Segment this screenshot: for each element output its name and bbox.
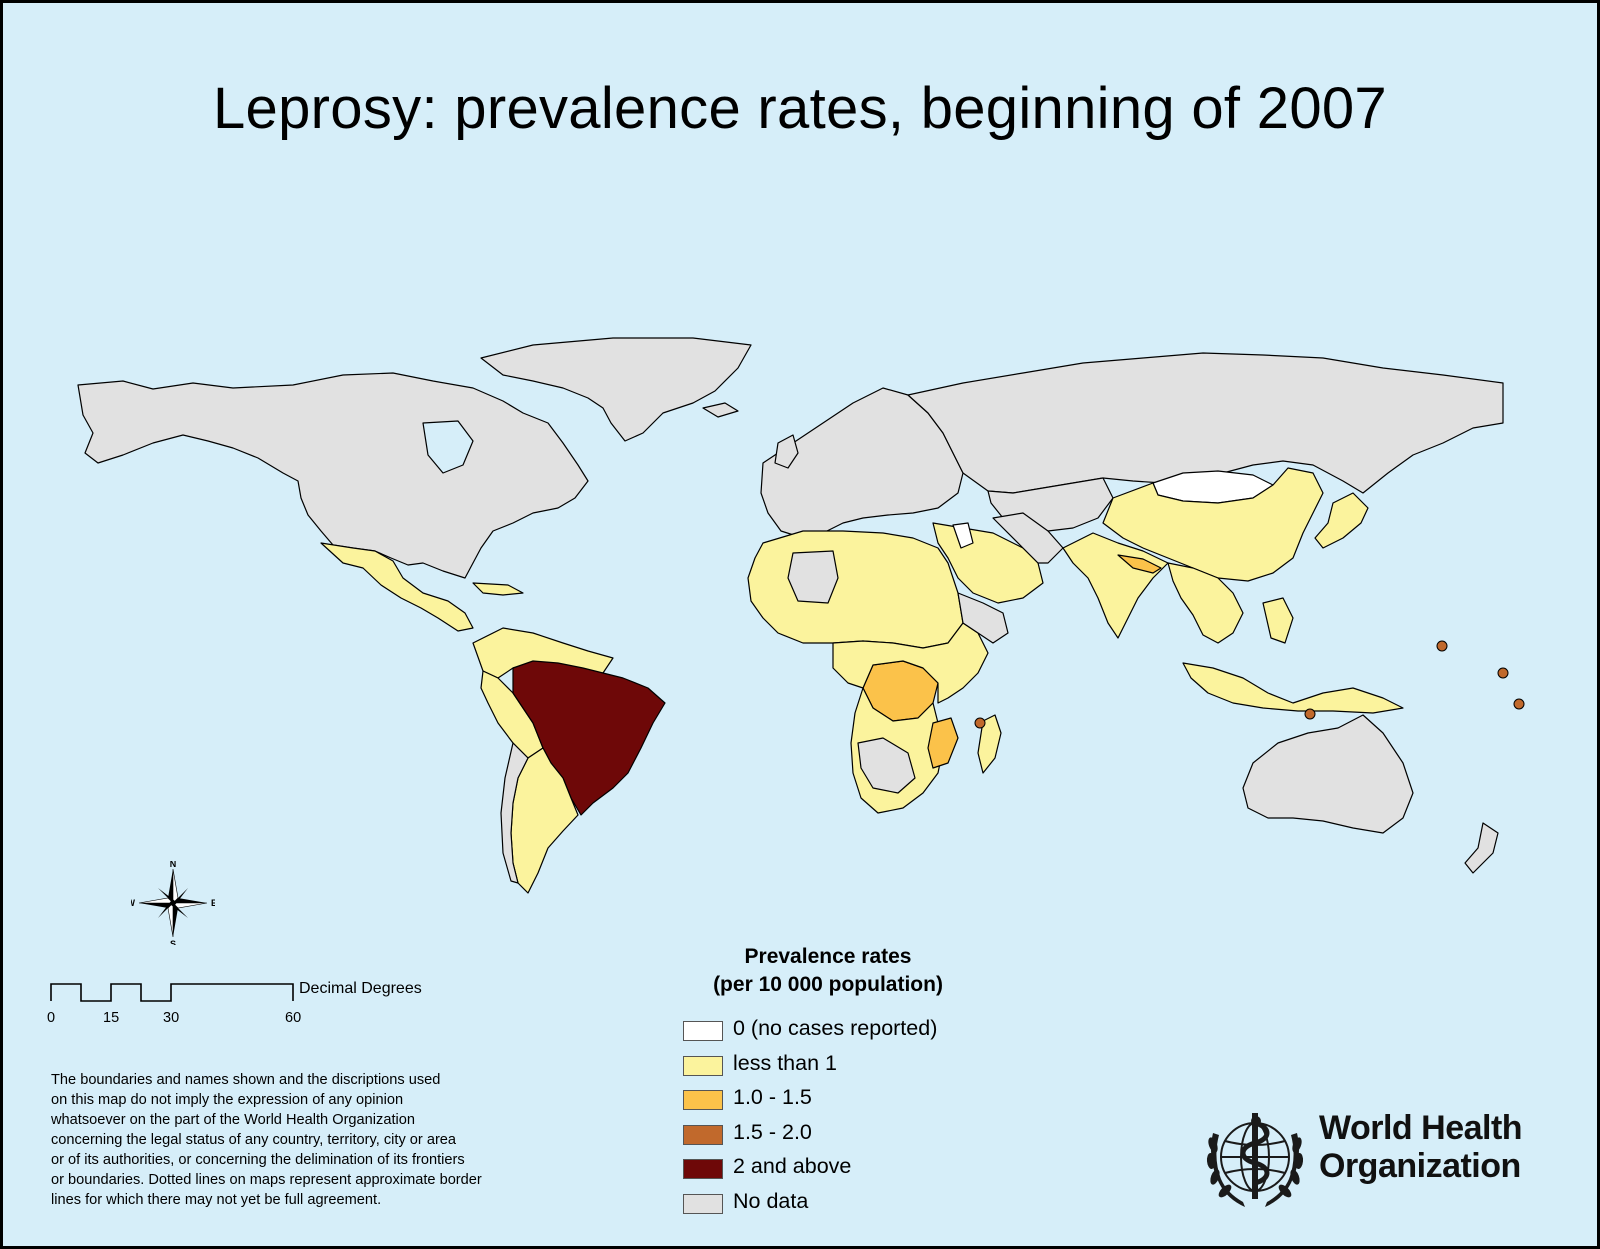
- who-name: World Health Organization: [1319, 1109, 1523, 1185]
- world-map: [50, 337, 1525, 1002]
- region-chile: [500, 742, 529, 884]
- region-se-asia: [1167, 562, 1244, 644]
- legend-label: 0 (no cases reported): [733, 1016, 938, 1040]
- region-micronesia: [1436, 640, 1448, 652]
- disclaimer-line: or boundaries. Dotted lines on maps repr…: [51, 1172, 482, 1188]
- legend-label: less than 1: [733, 1050, 837, 1075]
- compass-north-label: N: [170, 861, 177, 869]
- region-china: [1102, 467, 1324, 582]
- region-comoros: [974, 717, 986, 729]
- region-japan: [1314, 492, 1369, 549]
- legend-item: 1.0 - 1.5: [683, 1082, 1023, 1117]
- disclaimer-line: whatsoever on the part of the World Heal…: [51, 1112, 415, 1128]
- region-madagascar: [977, 714, 1002, 774]
- disclaimer-line: lines for which there may not yet be ful…: [51, 1192, 382, 1208]
- who-logo: World Health Organization: [1199, 1103, 1529, 1223]
- compass-west-label: W: [131, 898, 136, 908]
- region-indonesia: [1182, 662, 1404, 714]
- legend-item: No data: [683, 1186, 1023, 1221]
- legend-item: 0 (no cases reported): [683, 1013, 1023, 1048]
- legend-swatch: [683, 1124, 723, 1145]
- region-iceland: [702, 402, 739, 418]
- region-mozambique: [927, 717, 959, 769]
- legend: Prevalence rates (per 10 000 population)…: [683, 943, 1023, 1221]
- scale-bar-labels: Decimal Degrees 0 15 30 60: [47, 978, 491, 1028]
- region-mexico: [320, 542, 474, 632]
- who-name-line2: Organization: [1319, 1147, 1521, 1185]
- legend-label: 1.5 - 2.0: [733, 1119, 812, 1144]
- region-hudson-bay: [422, 420, 474, 474]
- who-emblem-icon: [1206, 1113, 1304, 1207]
- scale-tick: 60: [285, 1010, 302, 1026]
- region-australia: [1242, 714, 1414, 834]
- region-kiribati: [1513, 698, 1525, 710]
- region-nepal: [1117, 554, 1162, 574]
- disclaimer-line: concerning the legal status of any count…: [51, 1132, 457, 1148]
- region-central-africa: [832, 622, 989, 704]
- region-marshall-islands: [1497, 667, 1509, 679]
- region-israel-jordan: [952, 522, 974, 549]
- legend-item: 2 and above: [683, 1151, 1023, 1186]
- legend-title-line2: (per 10 000 population): [713, 973, 943, 996]
- scale-tick: 0: [47, 1010, 56, 1026]
- legend-item: less than 1: [683, 1048, 1023, 1083]
- map-title: Leprosy: prevalence rates, beginning of …: [213, 76, 1387, 141]
- disclaimer-line: The boundaries and names shown and the d…: [51, 1072, 441, 1088]
- region-new-zealand: [1464, 822, 1499, 874]
- region-brazil: [512, 660, 666, 816]
- who-name-line1: World Health: [1319, 1109, 1523, 1147]
- scale-tick: 30: [163, 1010, 180, 1026]
- legend-label: No data: [733, 1188, 809, 1213]
- scale-unit-label: Decimal Degrees: [299, 980, 422, 997]
- compass-south-label: S: [170, 939, 176, 945]
- legend-swatch: [683, 1021, 723, 1041]
- legend-title-line1: Prevalence rates: [744, 945, 912, 968]
- compass-east-label: E: [211, 898, 215, 908]
- region-philippines: [1262, 597, 1294, 644]
- region-horn-africa: [957, 592, 1009, 644]
- region-southern-africa-no-data: [857, 737, 916, 794]
- region-uk: [774, 434, 799, 469]
- scale-tick: 15: [103, 1010, 120, 1026]
- region-greenland: [480, 337, 752, 442]
- region-sahara-no-data: [787, 550, 839, 604]
- disclaimer-line: or of its authorities, or concerning the…: [51, 1152, 465, 1168]
- compass-rose-icon: N S E W: [127, 859, 218, 949]
- disclaimer-line: on this map do not imply the expression …: [51, 1092, 404, 1108]
- region-timor: [1304, 708, 1316, 720]
- legend-item: 1.5 - 2.0: [683, 1117, 1023, 1152]
- legend-swatch: [683, 1193, 723, 1214]
- legend-title: Prevalence rates (per 10 000 population): [683, 943, 973, 999]
- legend-label: 1.0 - 1.5: [733, 1085, 812, 1110]
- scale-bar: [50, 983, 294, 1002]
- region-north-africa: [747, 530, 964, 649]
- region-caribbean: [472, 582, 524, 596]
- legend-swatch: [683, 1159, 723, 1180]
- disclaimer-text: The boundaries and names shown and the d…: [51, 1070, 571, 1210]
- legend-swatch: [683, 1055, 723, 1076]
- legend-label: 2 and above: [733, 1154, 852, 1179]
- region-iran: [992, 512, 1064, 564]
- legend-swatch: [683, 1090, 723, 1111]
